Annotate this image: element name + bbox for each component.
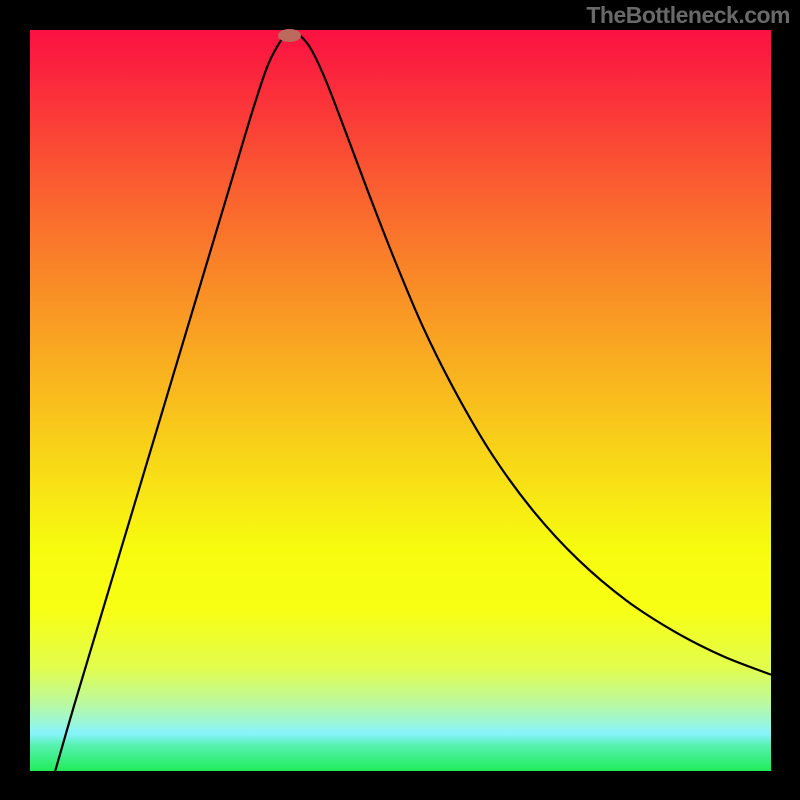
minimum-marker [278,29,301,42]
curve-layer [30,30,771,771]
bottleneck-curve [55,34,771,771]
plot-area [30,30,771,771]
watermark-text: TheBottleneck.com [586,2,790,29]
chart-container: TheBottleneck.com [0,0,800,800]
